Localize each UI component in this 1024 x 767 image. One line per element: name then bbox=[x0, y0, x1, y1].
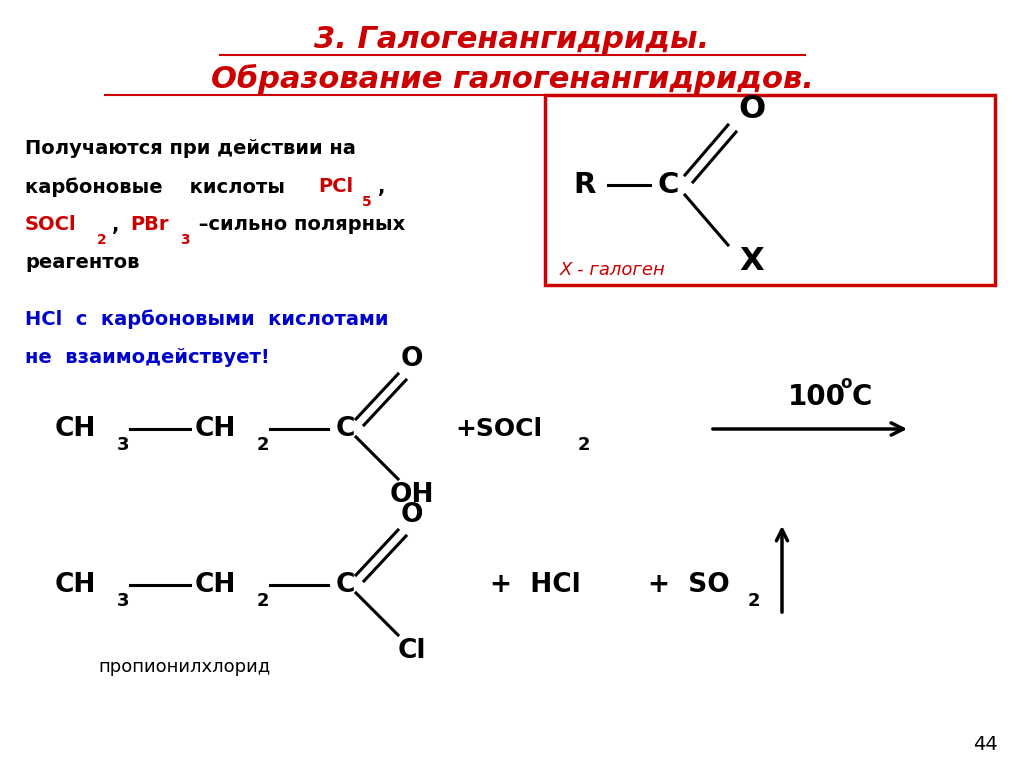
Text: HCl  с  карбоновыми  кислотами: HCl с карбоновыми кислотами bbox=[25, 309, 388, 329]
Text: 100: 100 bbox=[788, 383, 846, 411]
Text: C: C bbox=[336, 572, 355, 598]
Text: +  SO: + SO bbox=[648, 572, 730, 598]
Text: 3: 3 bbox=[180, 233, 189, 247]
Text: O: O bbox=[738, 94, 766, 124]
Text: CH: CH bbox=[55, 416, 96, 442]
Text: ,: , bbox=[378, 177, 385, 196]
Text: R: R bbox=[573, 171, 596, 199]
Text: 2: 2 bbox=[257, 436, 269, 454]
Bar bbox=[545, 95, 995, 285]
Text: 5: 5 bbox=[362, 195, 372, 209]
Text: карбоновые    кислоты: карбоновые кислоты bbox=[25, 177, 299, 197]
Text: 3: 3 bbox=[117, 436, 129, 454]
Text: 2: 2 bbox=[257, 592, 269, 610]
Text: Cl: Cl bbox=[397, 638, 426, 664]
Text: 2: 2 bbox=[578, 436, 591, 454]
Text: C: C bbox=[852, 383, 872, 411]
Text: OH: OH bbox=[390, 482, 434, 508]
Text: ,: , bbox=[112, 216, 120, 235]
Text: +SOCl: +SOCl bbox=[455, 417, 542, 441]
Text: 44: 44 bbox=[973, 736, 997, 755]
Text: O: O bbox=[400, 346, 423, 372]
Text: SOCl: SOCl bbox=[25, 216, 77, 235]
Text: CH: CH bbox=[55, 572, 96, 598]
Text: –сильно полярных: –сильно полярных bbox=[193, 216, 406, 235]
Text: 3. Галогенангидриды.: 3. Галогенангидриды. bbox=[314, 25, 710, 54]
Text: C: C bbox=[336, 416, 355, 442]
Text: PBr: PBr bbox=[130, 216, 169, 235]
Text: +  HCl: + HCl bbox=[490, 572, 581, 598]
Text: 3: 3 bbox=[117, 592, 129, 610]
Text: CH: CH bbox=[195, 572, 237, 598]
Text: X: X bbox=[739, 246, 764, 278]
Text: C: C bbox=[657, 171, 679, 199]
Text: реагентов: реагентов bbox=[25, 254, 139, 272]
Text: o: o bbox=[840, 374, 852, 392]
Text: 2: 2 bbox=[97, 233, 106, 247]
Text: не  взаимодействует!: не взаимодействует! bbox=[25, 347, 269, 367]
Text: X - галоген: X - галоген bbox=[560, 261, 666, 279]
Text: CH: CH bbox=[195, 416, 237, 442]
Text: 2: 2 bbox=[748, 592, 761, 610]
Text: Образование галогенангидридов.: Образование галогенангидридов. bbox=[211, 64, 813, 94]
Text: O: O bbox=[400, 502, 423, 528]
Text: пропионилхлорид: пропионилхлорид bbox=[99, 658, 271, 676]
Text: PCl: PCl bbox=[318, 177, 353, 196]
Text: Получаются при действии на: Получаются при действии на bbox=[25, 140, 356, 159]
